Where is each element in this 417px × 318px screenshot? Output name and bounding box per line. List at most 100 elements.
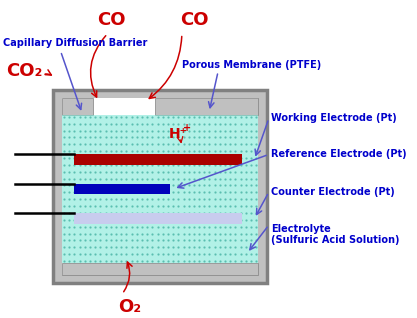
Point (216, 204, 223, 209)
Point (222, 245, 229, 250)
Point (186, 197, 192, 202)
Point (196, 135, 202, 140)
Point (211, 128, 218, 133)
Point (118, 259, 125, 264)
Point (170, 128, 176, 133)
Point (87, 204, 93, 209)
Point (66, 162, 73, 167)
Point (232, 238, 239, 243)
Point (82, 142, 88, 147)
Point (211, 204, 218, 209)
Point (113, 190, 119, 195)
Point (186, 259, 192, 264)
Point (133, 156, 140, 161)
Point (175, 197, 182, 202)
Point (227, 176, 234, 181)
Point (232, 162, 239, 167)
Point (191, 259, 197, 264)
Point (128, 135, 135, 140)
Point (191, 128, 197, 133)
Point (118, 176, 125, 181)
Point (102, 245, 109, 250)
Point (154, 259, 161, 264)
Point (201, 156, 208, 161)
Point (66, 231, 73, 236)
Point (165, 259, 171, 264)
Point (113, 114, 119, 119)
Point (118, 231, 125, 236)
Point (87, 169, 93, 174)
Point (248, 252, 254, 257)
Point (154, 245, 161, 250)
Point (248, 135, 254, 140)
Point (87, 217, 93, 222)
Point (165, 162, 171, 167)
Point (222, 114, 229, 119)
Point (206, 114, 213, 119)
Point (144, 162, 151, 167)
Point (159, 190, 166, 195)
Point (123, 169, 130, 174)
Point (201, 197, 208, 202)
Point (237, 224, 244, 229)
Point (227, 245, 234, 250)
Point (206, 183, 213, 188)
Point (92, 252, 98, 257)
Point (71, 252, 78, 257)
Point (61, 114, 68, 119)
Point (144, 204, 151, 209)
Point (232, 211, 239, 216)
Point (196, 245, 202, 250)
Point (253, 128, 259, 133)
Point (82, 245, 88, 250)
Point (87, 162, 93, 167)
Point (76, 252, 83, 257)
Point (118, 217, 125, 222)
Point (180, 217, 187, 222)
Point (128, 217, 135, 222)
Point (92, 156, 98, 161)
Point (82, 121, 88, 126)
Point (206, 190, 213, 195)
Point (222, 252, 229, 257)
Point (211, 211, 218, 216)
Point (133, 176, 140, 181)
Point (196, 142, 202, 147)
Point (159, 259, 166, 264)
Point (82, 156, 88, 161)
Point (191, 183, 197, 188)
Point (113, 252, 119, 257)
Point (191, 190, 197, 195)
Point (211, 231, 218, 236)
Point (206, 245, 213, 250)
Point (175, 162, 182, 167)
Bar (155, 98, 258, 115)
Point (242, 183, 249, 188)
Point (66, 135, 73, 140)
Point (76, 142, 83, 147)
Point (102, 211, 109, 216)
Point (248, 231, 254, 236)
Point (159, 238, 166, 243)
Point (170, 197, 176, 202)
Point (108, 231, 114, 236)
Point (186, 217, 192, 222)
Point (133, 231, 140, 236)
Point (201, 169, 208, 174)
Point (123, 149, 130, 154)
Point (191, 162, 197, 167)
Point (108, 121, 114, 126)
Point (159, 162, 166, 167)
Point (66, 156, 73, 161)
Bar (62, 115, 258, 263)
Point (149, 156, 156, 161)
Point (253, 162, 259, 167)
Point (92, 128, 98, 133)
Point (123, 156, 130, 161)
Point (227, 217, 234, 222)
Point (82, 135, 88, 140)
Point (71, 128, 78, 133)
Point (97, 259, 104, 264)
Point (71, 197, 78, 202)
Point (237, 156, 244, 161)
